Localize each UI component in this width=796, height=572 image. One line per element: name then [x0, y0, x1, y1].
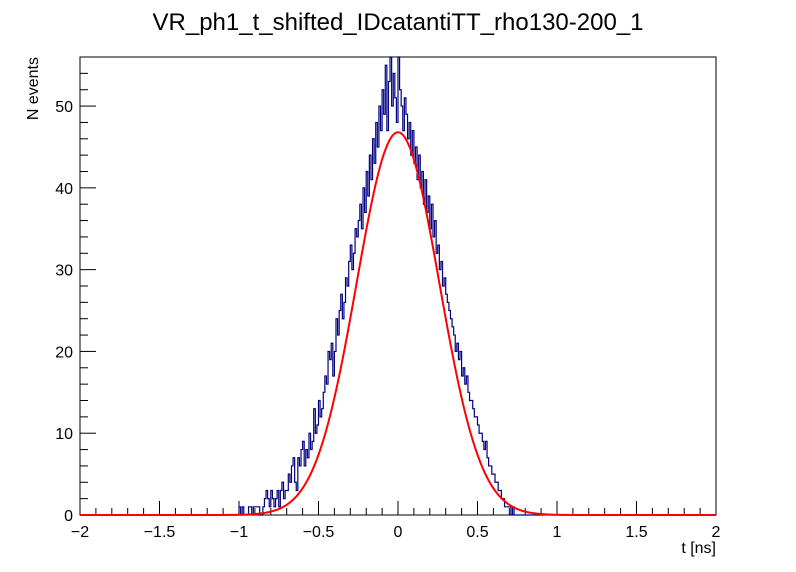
x-tick-label: 0	[394, 524, 403, 541]
x-tick-label: 1	[553, 524, 562, 541]
y-tick-label: 0	[64, 508, 73, 525]
plot-area	[80, 56, 716, 516]
y-tick-label: 20	[55, 344, 73, 361]
y-axis-label: N events	[25, 57, 42, 120]
x-tick-label: 2	[712, 524, 721, 541]
x-tick-label: −0.5	[303, 524, 335, 541]
chart-title: VR_ph1_t_shifted_IDcatantiTT_rho130-200_…	[153, 9, 644, 36]
gaussian-fit-curve	[80, 131, 716, 516]
x-tick-label: −2	[71, 524, 89, 541]
y-tick-label: 50	[55, 99, 73, 116]
y-tick-label: 10	[55, 426, 73, 443]
x-tick-label: 1.5	[625, 524, 647, 541]
y-tick-label: 40	[55, 181, 73, 198]
y-axis: 0 10 20 30 40 50	[55, 56, 96, 525]
x-tick-label: 0.5	[466, 524, 488, 541]
x-tick-label: −1	[230, 524, 248, 541]
histogram-series	[80, 56, 716, 516]
plot-frame	[79, 56, 717, 516]
x-axis-label: t [ns]	[681, 540, 716, 557]
x-axis: −2 −1.5 −1 −0.5 0 0.5 1 1.5 2	[71, 501, 721, 541]
x-tick-label: −1.5	[144, 524, 176, 541]
y-tick-label: 30	[55, 263, 73, 280]
